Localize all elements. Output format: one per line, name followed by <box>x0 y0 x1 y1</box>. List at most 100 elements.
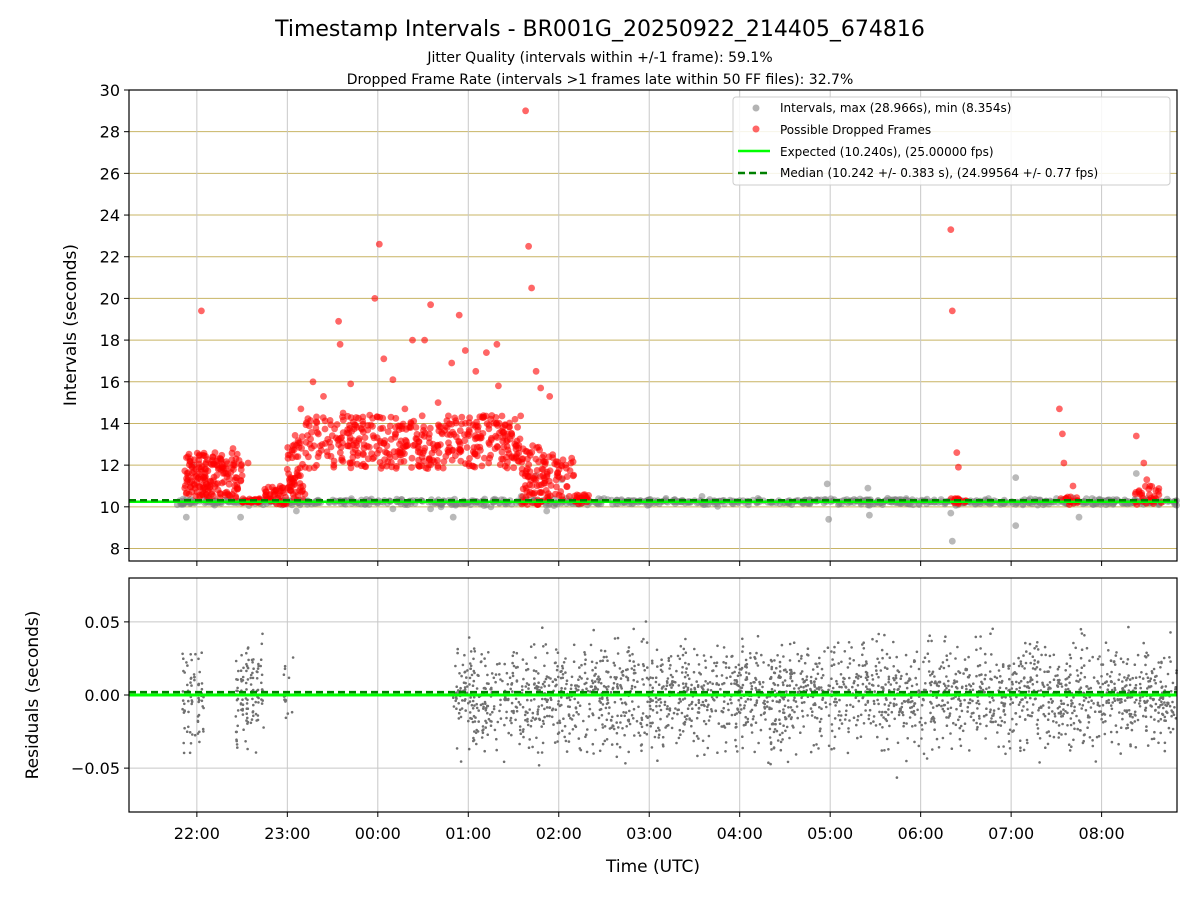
residual-point <box>507 697 510 701</box>
residual-point <box>786 684 789 687</box>
residual-point <box>1071 711 1074 715</box>
residual-point <box>593 685 597 688</box>
residual-point <box>919 716 923 720</box>
residual-point <box>945 675 948 678</box>
residual-point <box>1069 717 1073 720</box>
residual-point <box>621 727 624 730</box>
residual-point <box>1028 642 1032 646</box>
residual-point <box>878 710 881 714</box>
residual-point <box>772 730 776 734</box>
residual-point <box>734 745 738 748</box>
residual-point <box>720 674 724 677</box>
residual-point <box>1080 632 1084 635</box>
residual-point <box>463 699 467 702</box>
residual-point <box>769 762 772 766</box>
residual-point <box>940 704 943 708</box>
residual-point <box>1134 714 1137 717</box>
residual-point <box>584 733 588 736</box>
residual-point <box>456 647 460 651</box>
residual-point <box>802 686 805 689</box>
residual-point <box>758 688 761 692</box>
residual-point <box>1170 709 1173 712</box>
residual-point <box>290 710 294 714</box>
intervals-y-axis-label: Intervals (seconds) <box>61 244 81 406</box>
residual-point <box>1113 688 1117 692</box>
residual-point <box>817 747 820 750</box>
residual-point <box>768 736 772 739</box>
dropped-frame-point <box>402 425 410 433</box>
residual-point <box>1036 732 1040 735</box>
residual-point <box>734 738 737 742</box>
residual-point <box>999 675 1002 678</box>
residual-point <box>460 674 463 678</box>
legend-marker-dropped <box>752 125 760 133</box>
residual-point <box>505 671 509 675</box>
dropped-frame-point <box>217 455 225 463</box>
residual-point <box>887 704 891 707</box>
dropped-frame-point <box>449 428 456 436</box>
residual-point <box>713 661 716 665</box>
dropped-frame-point <box>488 412 496 419</box>
residual-point <box>1079 720 1082 724</box>
residual-point <box>866 675 870 679</box>
residual-point <box>692 731 696 735</box>
residual-point <box>1023 718 1027 721</box>
residual-point <box>510 721 513 725</box>
residual-point <box>1036 648 1040 651</box>
residual-point <box>725 676 728 680</box>
residual-point <box>1109 730 1113 734</box>
dropped-frame-point <box>528 284 535 292</box>
residual-point <box>624 668 628 672</box>
residual-point <box>902 721 906 725</box>
residual-point <box>670 682 673 685</box>
residual-point <box>640 716 643 720</box>
residual-point <box>1088 716 1091 719</box>
residual-point <box>984 661 987 664</box>
residual-point <box>675 669 678 673</box>
residual-point <box>1080 666 1084 669</box>
residual-point <box>246 647 250 650</box>
residual-point <box>495 748 499 752</box>
residual-point <box>981 688 985 692</box>
residual-point <box>601 703 605 706</box>
residual-point <box>785 690 788 693</box>
residual-point <box>820 734 823 738</box>
residual-point <box>1019 746 1022 749</box>
residual-point <box>914 724 917 727</box>
residual-point <box>803 661 807 665</box>
residual-point <box>766 700 769 704</box>
interval-point <box>1012 522 1020 529</box>
residual-point <box>469 650 473 653</box>
residual-point <box>552 723 555 726</box>
dropped-frame-point <box>508 453 516 461</box>
residual-point <box>991 720 995 724</box>
residual-point <box>880 749 884 752</box>
residual-point <box>549 696 552 700</box>
residual-point <box>941 699 944 702</box>
residual-point <box>806 684 810 687</box>
residual-point <box>189 681 192 684</box>
residual-point <box>648 704 652 708</box>
residual-point <box>787 706 790 709</box>
residual-point <box>739 703 742 707</box>
residual-point <box>556 721 559 725</box>
residual-point <box>947 679 950 683</box>
residual-point <box>1086 726 1089 729</box>
residual-point <box>789 706 793 709</box>
residual-point <box>883 633 886 637</box>
dropped-frame-point <box>528 482 536 489</box>
residual-point <box>1116 698 1119 701</box>
residual-point <box>1159 717 1163 721</box>
residual-point <box>613 637 617 640</box>
residual-point <box>1022 654 1025 657</box>
residual-point <box>464 709 468 712</box>
residual-point <box>560 686 563 690</box>
residual-point <box>958 715 961 719</box>
residual-point <box>643 669 646 672</box>
residual-point <box>611 687 614 691</box>
residual-point <box>895 703 898 706</box>
dropped-frame-point <box>444 449 452 456</box>
residual-point <box>548 714 551 718</box>
residual-point <box>844 686 848 689</box>
residual-point <box>1070 699 1073 702</box>
